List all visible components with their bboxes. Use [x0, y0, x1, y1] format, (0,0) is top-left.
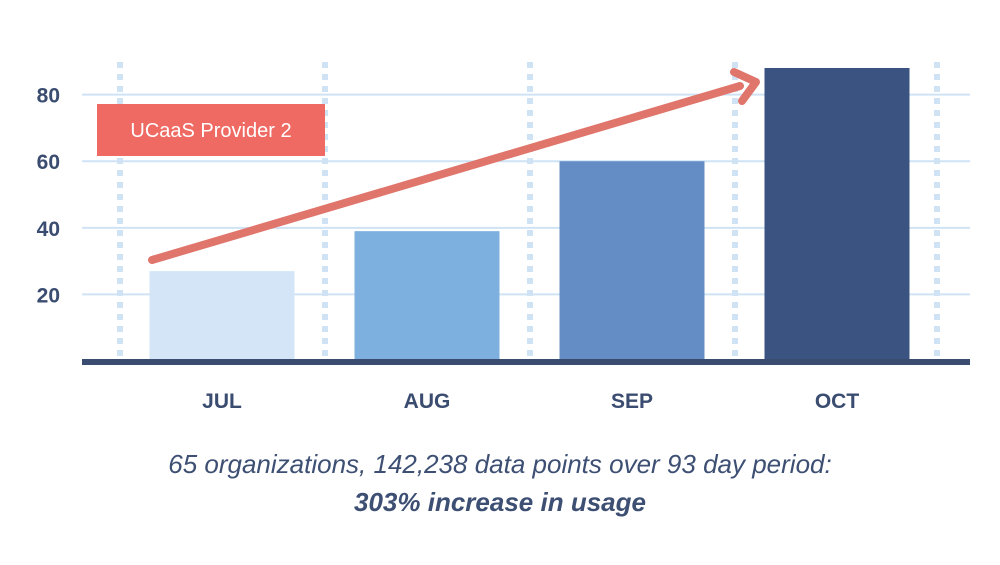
bar-chart: 20 40 60 80 JUL AUG SEP OCT UCaaS Provider 2 [37, 62, 970, 413]
trend-arrow-shaft [148, 82, 744, 264]
y-tick-label: 80 [37, 85, 60, 108]
bars-layer [149, 68, 910, 361]
bar-jul [149, 271, 295, 361]
trend-arrow-head [730, 68, 760, 105]
x-tick-label: SEP [611, 390, 653, 413]
bar-aug [354, 231, 500, 361]
bar-oct [764, 68, 910, 361]
trend-arrow [148, 68, 760, 264]
x-tick-label: OCT [815, 390, 860, 413]
y-tick-label: 60 [37, 151, 60, 174]
caption-line-1: 65 organizations, 142,238 data points ov… [168, 449, 832, 479]
y-tick-label: 40 [37, 218, 60, 241]
x-tick-label: JUL [202, 390, 242, 413]
legend-label: UCaaS Provider 2 [130, 120, 291, 142]
legend: UCaaS Provider 2 [97, 104, 325, 156]
y-tick-label: 20 [37, 284, 60, 307]
axis-layer: 20 40 60 80 JUL AUG SEP OCT [37, 85, 970, 413]
x-tick-label: AUG [404, 390, 451, 413]
caption-line-2: 303% increase in usage [354, 487, 646, 517]
legend-swatch [97, 104, 325, 156]
bar-sep [559, 161, 705, 361]
